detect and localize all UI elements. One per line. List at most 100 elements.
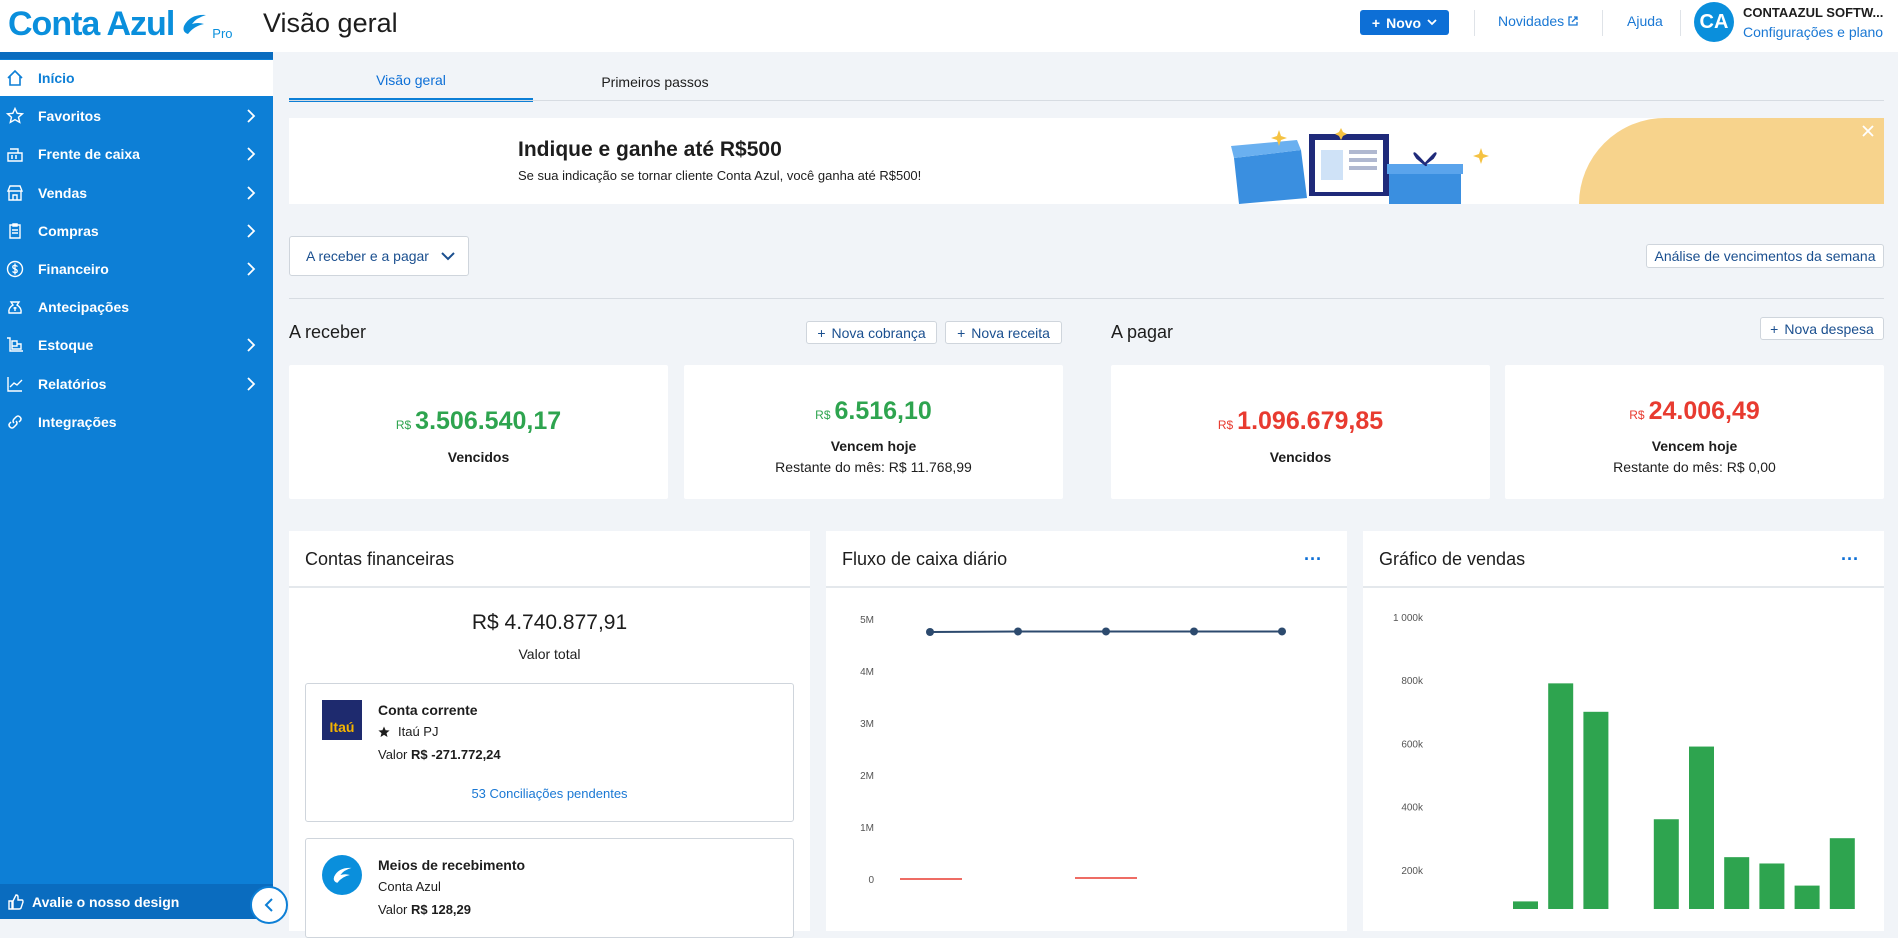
data-point[interactable] (926, 628, 934, 636)
logo-pro: Pro (212, 25, 233, 41)
conta-azul-mark-icon (333, 867, 352, 883)
cash-register-icon (7, 148, 23, 163)
tab-primeiros-passos[interactable]: Primeiros passos (601, 74, 709, 90)
account-valor: Valor R$ -271.772,24 (378, 747, 501, 762)
nova-receita-button[interactable]: + Nova receita (945, 321, 1062, 344)
card-header: Fluxo de caixa diário ··· (826, 531, 1347, 588)
close-icon[interactable] (1861, 124, 1875, 138)
y-tick-label: 400k (1401, 803, 1424, 814)
valor-amount: R$ -271.772,24 (411, 747, 501, 762)
y-tick-label: 2M (860, 771, 874, 782)
account-name: Meios de recebimento (378, 857, 526, 873)
pagar-hoje-card[interactable]: R$ 24.006,49 Vencem hoje Restante do mês:… (1505, 365, 1884, 499)
receber-hoje-card[interactable]: R$ 6.516,10 Vencem hoje Restante do mês: … (684, 365, 1063, 499)
referral-banner[interactable]: Indique e ganhe até R$500 Se sua indicaç… (289, 118, 1884, 204)
thumbs-up-icon (8, 893, 24, 910)
currency-label: R$ (1217, 418, 1234, 432)
y-tick-label: 1M (860, 823, 874, 834)
bar[interactable] (1759, 863, 1785, 909)
novidades-label: Novidades (1498, 13, 1565, 29)
section-divider (289, 298, 1884, 299)
bar[interactable] (1513, 901, 1538, 909)
novo-button[interactable]: + Novo (1360, 10, 1449, 35)
sidebar-item-label: Início (38, 70, 75, 86)
sidebar-item-label: Integrações (38, 413, 117, 430)
sidebar-item-vendas[interactable]: Vendas (0, 175, 273, 211)
collapse-sidebar-button[interactable] (250, 886, 288, 924)
filter-label: A receber e a pagar (306, 248, 429, 264)
sidebar-item-label: Financeiro (38, 261, 109, 277)
bar[interactable] (1583, 711, 1609, 909)
account-name: Conta corrente (378, 702, 478, 718)
card-title: Fluxo de caixa diário (842, 549, 1008, 569)
chart-line-icon (7, 376, 23, 392)
data-point[interactable] (1278, 627, 1286, 636)
currency-label: R$ (1629, 408, 1645, 422)
account-item[interactable]: Meios de recebimento Conta Azul Valor R$… (305, 838, 794, 938)
period-filter-dropdown[interactable]: A receber e a pagar (289, 236, 469, 276)
page-title: Visão geral (263, 8, 398, 38)
bar[interactable] (1653, 819, 1679, 909)
sidebar-item-integracoes[interactable]: Integrações (0, 404, 273, 440)
nova-cobranca-button[interactable]: + Nova cobrança (806, 321, 937, 344)
y-tick-label: 5M (860, 615, 874, 626)
plus-icon: + (957, 324, 966, 341)
sidebar-item-estoque[interactable]: Estoque (0, 327, 273, 363)
more-options-icon[interactable]: ··· (1841, 549, 1859, 569)
card-title: Contas financeiras (305, 549, 455, 569)
clipboard-icon (9, 223, 21, 239)
nova-despesa-button[interactable]: + Nova despesa (1760, 317, 1884, 340)
money-bag-icon (8, 301, 22, 314)
more-options-icon[interactable]: ··· (1304, 549, 1322, 569)
bar[interactable] (1548, 683, 1574, 909)
data-point[interactable] (1102, 627, 1110, 636)
chevron-right-icon (247, 224, 256, 238)
bar[interactable] (1689, 746, 1714, 909)
sidebar-item-compras[interactable]: Compras (0, 213, 273, 249)
rate-design-button[interactable]: Avalie o nosso design (0, 884, 273, 919)
sidebar-item-label: Compras (38, 222, 99, 239)
sidebar-item-antecipacoes[interactable]: Antecipações (0, 289, 273, 325)
chevron-right-icon (247, 376, 256, 391)
sidebar-item-relatorios[interactable]: Relatórios (0, 366, 273, 402)
nova-cobranca-label: Nova cobrança (831, 324, 926, 341)
pagar-vencidos-value: R$ 1.096.679,85 (1111, 407, 1490, 436)
conta-azul-logo[interactable]: Conta Azul Pro (8, 4, 233, 44)
ajuda-link[interactable]: Ajuda (1627, 13, 1663, 29)
valor-label: Valor (378, 747, 408, 762)
receber-vencidos-card[interactable]: R$ 3.506.540,17 Vencidos (289, 365, 668, 499)
bar[interactable] (1829, 838, 1855, 909)
y-tick-label: 200k (1401, 866, 1424, 877)
settings-link[interactable]: Configurações e plano (1743, 24, 1884, 40)
chevron-right-icon (247, 262, 256, 276)
sidebar-item-favoritos[interactable]: Favoritos (0, 98, 273, 134)
account-item[interactable]: Itaú Conta corrente Itaú PJ Valor R$ -27… (305, 683, 794, 822)
valor-label: Valor (378, 902, 408, 917)
sidebar-item-inicio[interactable]: Início (0, 60, 273, 96)
data-point[interactable] (1014, 627, 1022, 636)
logo-text: Conta Azul (8, 4, 175, 43)
banner-title: Indique e ganhe até R$500 (518, 138, 782, 161)
sidebar-item-label: Frente de caixa (38, 146, 140, 163)
inventory-icon (7, 337, 23, 353)
dollar-icon (6, 260, 24, 278)
avatar[interactable]: CA (1694, 2, 1734, 42)
sidebar-item-financeiro[interactable]: Financeiro (0, 251, 273, 287)
bar[interactable] (1724, 857, 1750, 909)
link-icon (8, 415, 22, 429)
chevron-left-icon (264, 898, 273, 912)
vencem-hoje-caption: Vencem hoje (830, 438, 917, 454)
vencidos-caption: Vencidos (1269, 449, 1332, 465)
pending-reconciliations-link[interactable]: 53 Conciliações pendentes (471, 786, 628, 801)
sidebar-item-frente-de-caixa[interactable]: Frente de caixa (0, 136, 273, 172)
tab-visao-geral[interactable]: Visão geral (289, 62, 533, 102)
analise-vencimentos-button[interactable]: Análise de vencimentos da semana (1646, 244, 1884, 268)
bar[interactable] (1794, 885, 1820, 909)
data-point[interactable] (1190, 627, 1198, 636)
novidades-link[interactable]: Novidades (1498, 13, 1578, 29)
currency-label: R$ (395, 418, 412, 432)
pagar-vencidos-card[interactable]: R$ 1.096.679,85 Vencidos (1111, 365, 1490, 499)
company-name[interactable]: CONTAAZUL SOFTW... (1743, 5, 1884, 20)
amount: 3.506.540,17 (415, 407, 562, 435)
card-title: Gráfico de vendas (1379, 549, 1526, 569)
